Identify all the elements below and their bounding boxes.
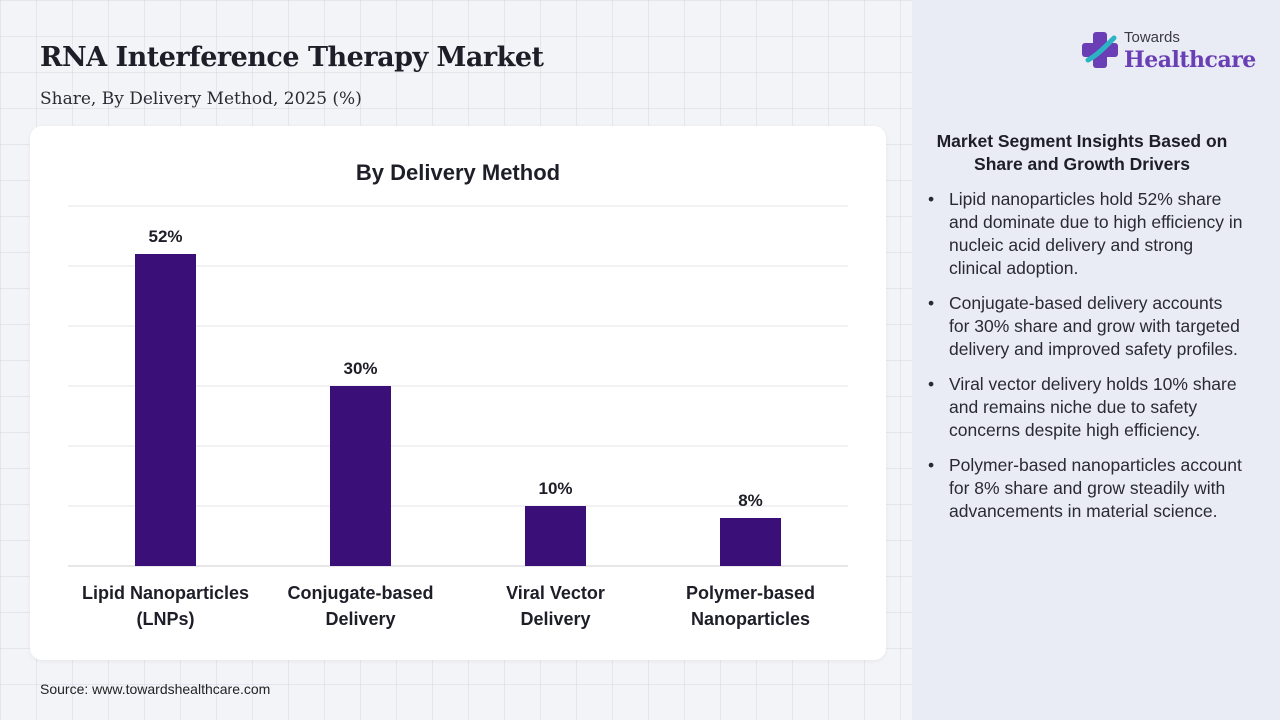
category-label: Viral Vector [506,583,605,603]
category-label: Polymer-based [686,583,815,603]
bar [525,506,586,566]
bar-chart: By Delivery Method 52% Lipid Nanoparticles… [68,160,848,629]
source-note: Source: www.towardshealthcare.com [40,681,271,697]
data-label: 8% [738,491,763,510]
data-label: 52% [148,227,182,246]
insights-list: Lipid nanoparticles hold 52% share and d… [928,188,1246,535]
chart-card: By Delivery Method 52% Lipid Nanoparticles… [30,126,886,660]
page-title: RNA Interference Therapy Market [40,42,544,73]
insight-item-polymer: Polymer-based nanoparticles account for … [928,454,1246,523]
page-subtitle: Share, By Delivery Method, 2025 (%) [40,89,362,109]
data-label: 30% [343,359,377,378]
bar [330,386,391,566]
insights-title: Market Segment Insights Based on Share a… [936,131,1228,174]
category-label: Delivery [325,609,395,629]
insight-item-conjugate: Conjugate-based delivery accounts for 30… [928,292,1246,361]
category-label: Delivery [520,609,590,629]
category-label: (LNPs) [137,609,195,629]
left-content-area: RNA Interference Therapy Market Share, B… [30,42,886,697]
logo-text-healthcare: Healthcare [1124,47,1256,73]
insight-item-viral-vector: Viral vector delivery holds 10% share an… [928,373,1246,442]
bar [720,518,781,566]
category-label: Conjugate-based [287,583,433,603]
insight-item-lnp: Lipid nanoparticles hold 52% share and d… [928,188,1246,280]
chart-title: By Delivery Method [356,160,560,185]
towards-healthcare-logo: Towards Healthcare [1080,28,1260,78]
bar [135,254,196,566]
plus-cross-icon [1082,32,1118,68]
category-label: Nanoparticles [691,609,810,629]
data-label: 10% [538,479,572,498]
logo-text-towards: Towards [1124,29,1180,46]
category-label: Lipid Nanoparticles [82,583,249,603]
